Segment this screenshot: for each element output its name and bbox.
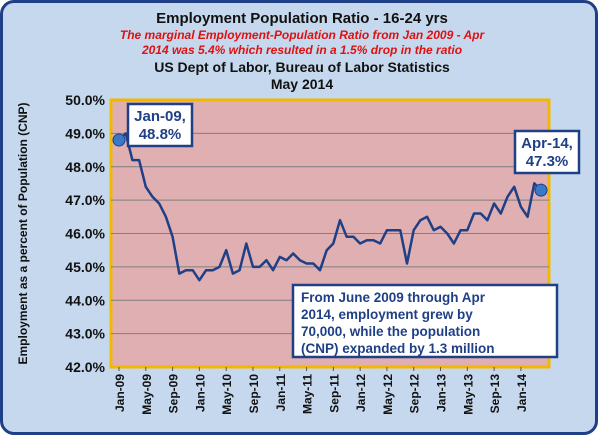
series-line (118, 132, 542, 282)
x-tick-label: Sep-13 (488, 374, 502, 414)
note-text-line: (CNP) expanded by 1.3 million (301, 341, 495, 356)
x-tick-label: Sep-12 (408, 374, 422, 414)
end-callout-text: Apr-14, (521, 135, 573, 152)
chart-title: Employment Population Ratio - 16-24 yrs (156, 10, 448, 27)
y-tick-label: 46.0% (65, 226, 105, 242)
x-tick-label: May-11 (301, 374, 315, 414)
source-line-2: May 2014 (270, 76, 334, 92)
y-tick-label: 44.0% (65, 292, 105, 308)
start-callout-text: 48.8% (139, 126, 182, 143)
chart-svg: 42.0% 43.0% 44.0% 45.0% 46.0% 47.0% 48.0% 49.0%… (16, 92, 581, 415)
start-callout-box (126, 102, 194, 148)
y-tick-label: 47.0% (65, 192, 105, 208)
x-tick-label: May-13 (461, 374, 475, 415)
x-tick-label: Sep-10 (247, 374, 261, 414)
y-tick-label: 49.0% (65, 125, 105, 141)
x-tick-label: Jan-11 (274, 374, 288, 412)
source-line-1: US Dept of Labor, Bureau of Labor Statis… (154, 59, 450, 75)
end-callout-text: 47.3% (526, 153, 569, 170)
y-tick-label: 48.0% (65, 159, 105, 175)
chart-subtitle-line-1: The marginal Employment-Population Ratio… (119, 28, 485, 42)
x-tick-label: Jan-09 (113, 374, 127, 412)
x-tick-label: Jan-13 (435, 374, 449, 412)
x-tick-label: Jan-12 (354, 374, 368, 412)
start-callout-text: Jan-09, (134, 108, 186, 125)
note-text-line: From June 2009 through Apr (301, 290, 486, 305)
x-tick-label: Sep-11 (327, 374, 341, 413)
x-tick-label: May-09 (140, 374, 154, 415)
start-point-marker (112, 133, 126, 147)
x-tick-label: May-12 (381, 374, 395, 415)
y-tick-label: 50.0% (65, 92, 105, 108)
end-point-marker (534, 183, 548, 197)
note-text-line: 70,000, while the population (301, 324, 480, 339)
note-box (291, 283, 559, 359)
note-text-line: 2014, employment grew by (301, 307, 473, 322)
x-tick-label: Jan-14 (515, 374, 529, 412)
y-tick-label: 45.0% (65, 259, 105, 275)
x-tick-label: May-10 (220, 374, 234, 415)
end-callout-box (513, 129, 581, 175)
y-tick-label: 43.0% (65, 326, 105, 342)
x-tick-label: Jan-10 (193, 374, 207, 412)
chart-subtitle-line-2: 2014 was 5.4% which resulted in a 1.5% d… (141, 43, 463, 57)
x-tick-label: Sep-09 (167, 374, 181, 414)
y-axis-label: Employment as a percent of Population (C… (16, 102, 30, 364)
y-tick-label: 42.0% (65, 359, 105, 375)
